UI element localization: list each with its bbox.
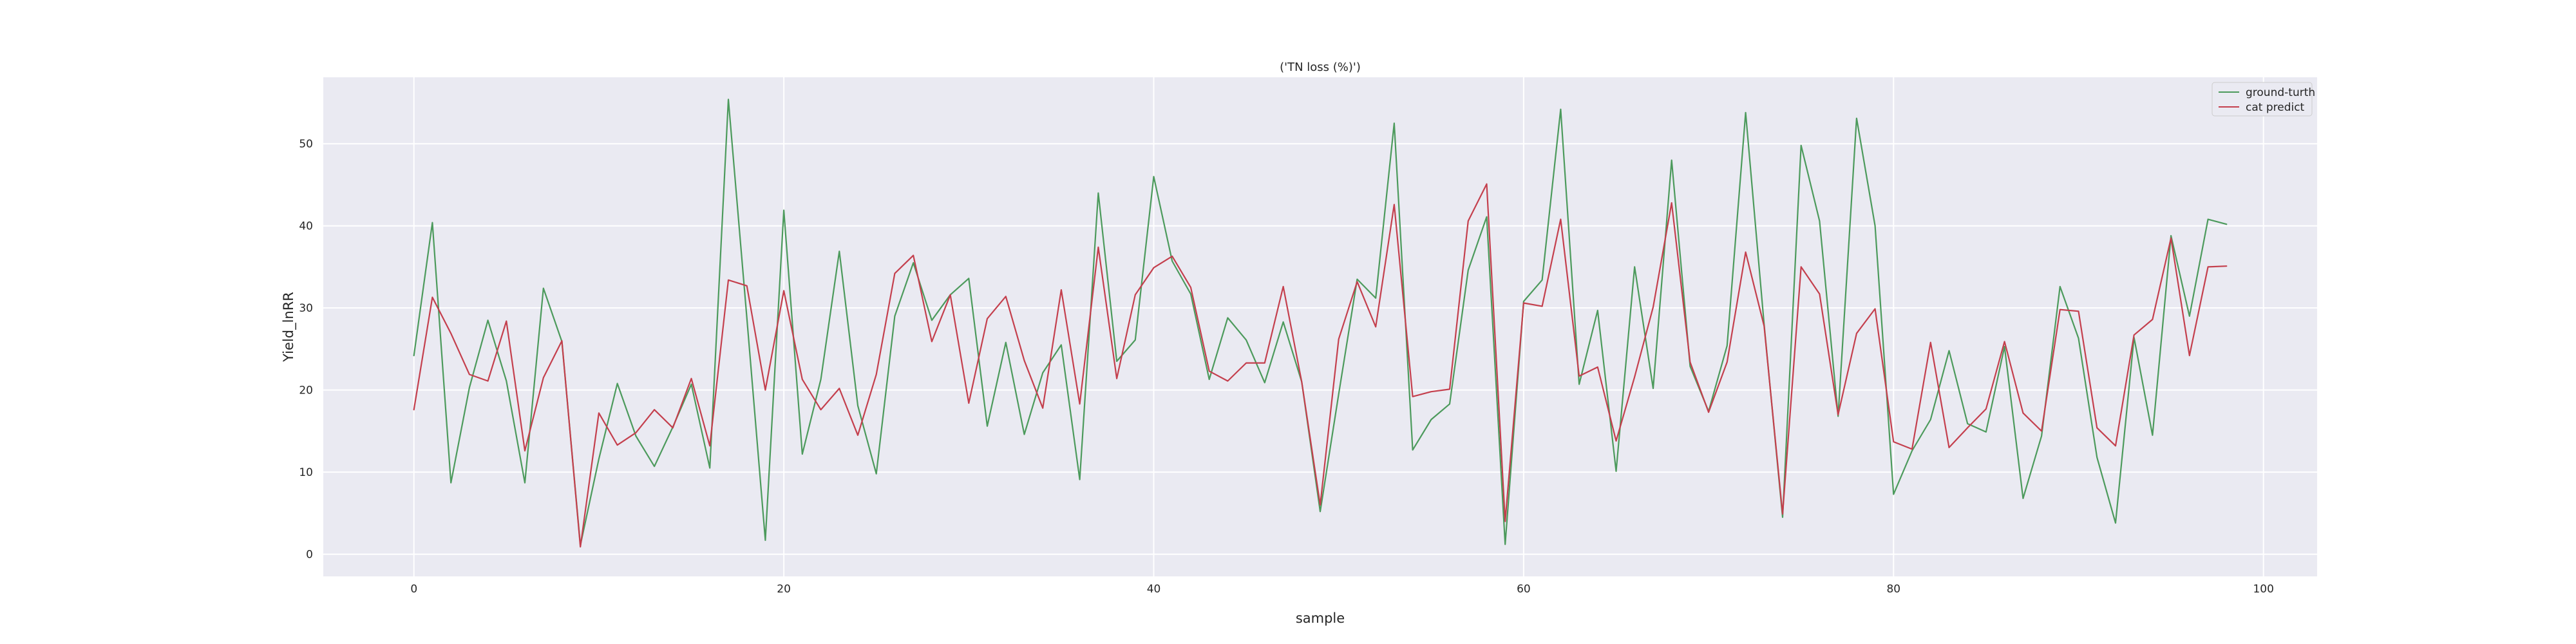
legend: ground-turth cat predict: [2211, 82, 2315, 117]
y-tick-label: 0: [306, 549, 313, 562]
x-tick-label: 60: [1517, 583, 1531, 596]
y-axis-ticks: 0 10 20 30 40 50: [299, 138, 313, 561]
legend-label-ground-turth: ground-turth: [2246, 86, 2315, 99]
series-line-ground-turth: [413, 99, 2228, 546]
x-axis-title: sample: [1296, 611, 1345, 626]
x-tick-label: 80: [1886, 583, 1900, 596]
series-line-cat-predict: [413, 183, 2228, 548]
series-layer: [413, 99, 2228, 548]
y-tick-label: 20: [299, 384, 313, 397]
x-tick-label: 40: [1147, 583, 1161, 596]
x-axis-ticks: 0 20 40 60 80 100: [410, 583, 2274, 596]
x-tick-label: 100: [2253, 583, 2273, 596]
y-tick-label: 30: [299, 302, 313, 315]
y-tick-label: 40: [299, 220, 313, 233]
y-tick-label: 10: [299, 466, 313, 479]
legend-label-cat-predict: cat predict: [2246, 101, 2305, 114]
x-tick-label: 20: [777, 583, 791, 596]
plot-background: [323, 77, 2317, 576]
plot-area: [323, 77, 2317, 576]
chart-title: ('TN loss (%)'): [1280, 61, 1361, 74]
y-axis-title: Yield_lnRR: [281, 292, 297, 363]
y-tick-label: 50: [299, 138, 313, 151]
x-tick-label: 0: [410, 583, 417, 596]
grid-lines: [323, 77, 2317, 576]
